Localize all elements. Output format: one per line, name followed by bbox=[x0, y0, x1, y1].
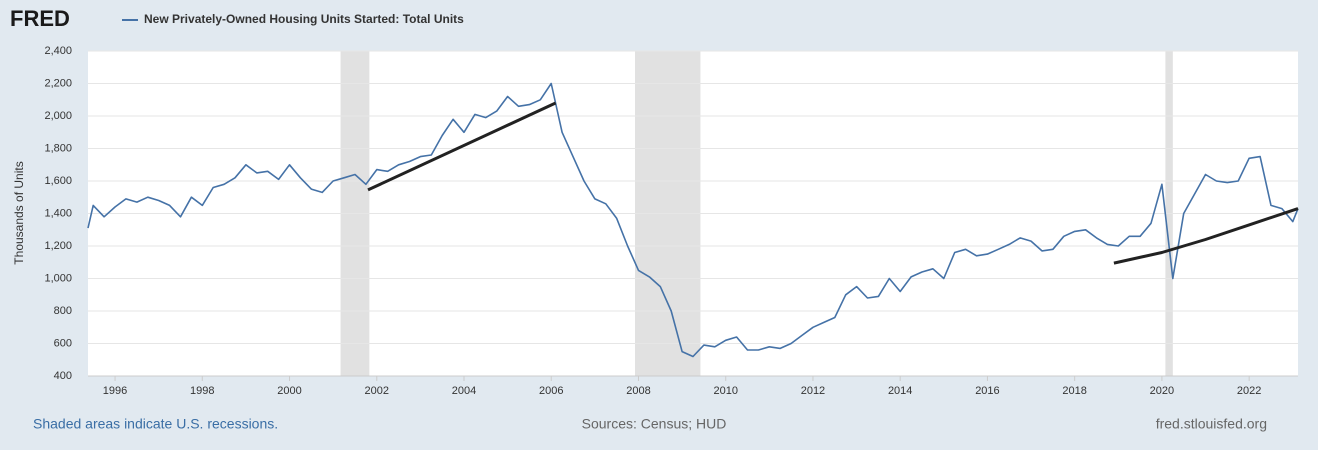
y-tick-label: 600 bbox=[54, 337, 72, 349]
x-tick-label: 2018 bbox=[1062, 385, 1086, 397]
y-tick-label: 2,400 bbox=[44, 45, 72, 57]
x-tick-label: 2002 bbox=[365, 385, 389, 397]
y-tick-label: 1,600 bbox=[44, 175, 72, 187]
y-tick-label: 400 bbox=[54, 370, 72, 382]
logo: FRED bbox=[10, 6, 70, 31]
y-tick-label: 2,200 bbox=[44, 77, 72, 89]
y-axis-label: Thousands of Units bbox=[12, 161, 26, 264]
x-tick-label: 2020 bbox=[1150, 385, 1174, 397]
x-tick-label: 2022 bbox=[1237, 385, 1261, 397]
x-tick-label: 2000 bbox=[277, 385, 301, 397]
sources: Sources: Census; HUD bbox=[582, 416, 727, 432]
x-tick-label: 2008 bbox=[626, 385, 650, 397]
x-tick-label: 2006 bbox=[539, 385, 563, 397]
trend-line bbox=[1113, 207, 1299, 265]
x-tick-label: 2010 bbox=[713, 385, 737, 397]
y-tick-label: 2,000 bbox=[44, 110, 72, 122]
x-tick-label: 2016 bbox=[975, 385, 999, 397]
trend-line bbox=[367, 101, 557, 192]
x-tick-label: 1998 bbox=[190, 385, 214, 397]
site: fred.stlouisfed.org bbox=[1156, 416, 1267, 432]
x-tick-label: 1996 bbox=[103, 385, 127, 397]
legend-label: New Privately-Owned Housing Units Starte… bbox=[144, 12, 464, 26]
recession-note[interactable]: Shaded areas indicate U.S. recessions. bbox=[33, 416, 278, 432]
x-tick-label: 2012 bbox=[801, 385, 825, 397]
y-tick-label: 1,200 bbox=[44, 240, 72, 252]
series-line bbox=[87, 82, 1299, 358]
y-tick-label: 1,000 bbox=[44, 272, 72, 284]
y-tick-label: 1,800 bbox=[44, 142, 72, 154]
y-tick-label: 1,400 bbox=[44, 207, 72, 219]
x-tick-label: 2004 bbox=[452, 385, 476, 397]
y-tick-label: 800 bbox=[54, 305, 72, 317]
x-tick-label: 2014 bbox=[888, 385, 912, 397]
